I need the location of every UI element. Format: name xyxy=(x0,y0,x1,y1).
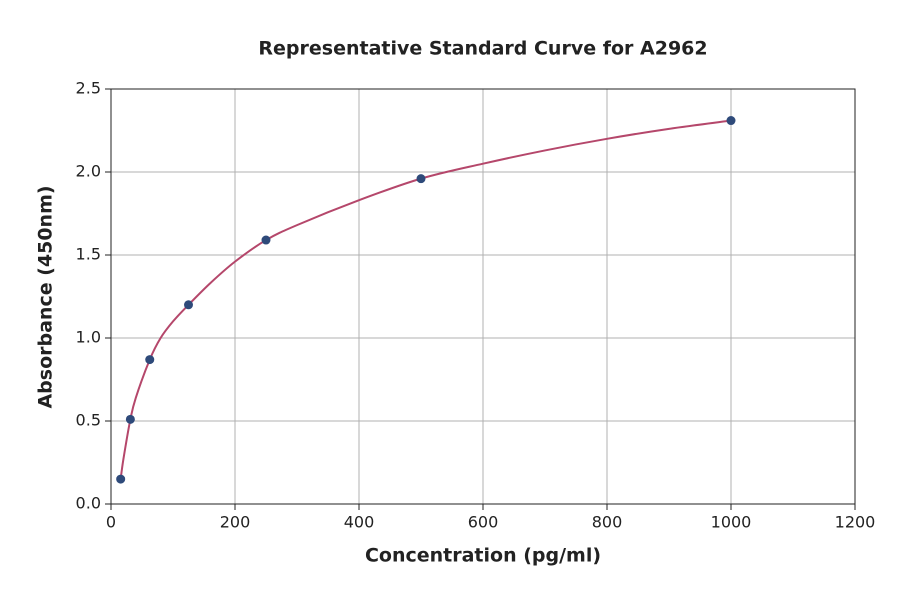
y-tick-label: 2.0 xyxy=(76,162,101,181)
x-axis-label: Concentration (pg/ml) xyxy=(365,545,601,567)
data-point xyxy=(145,355,155,365)
x-tick-label: 1200 xyxy=(835,513,876,532)
plot-frame xyxy=(110,88,856,505)
data-point xyxy=(116,474,126,484)
x-tick-label: 0 xyxy=(106,513,116,532)
y-axis-label: Absorbance (450nm) xyxy=(35,185,57,408)
data-point xyxy=(416,174,426,184)
data-point xyxy=(125,414,135,424)
x-tick-label: 400 xyxy=(344,513,375,532)
y-tick-label: 1.0 xyxy=(76,328,101,347)
fit-curve xyxy=(119,119,732,480)
y-tick-label: 1.5 xyxy=(76,245,101,264)
data-point xyxy=(261,235,271,245)
x-tick-label: 200 xyxy=(220,513,251,532)
x-tick-label: 800 xyxy=(592,513,623,532)
chart-title: Representative Standard Curve for A2962 xyxy=(258,38,707,60)
y-tick-label: 2.5 xyxy=(76,79,101,98)
y-tick-label: 0.5 xyxy=(76,411,101,430)
x-tick-label: 1000 xyxy=(711,513,752,532)
data-point xyxy=(726,116,736,126)
y-tick-label: 0.0 xyxy=(76,494,101,513)
x-tick-label: 600 xyxy=(468,513,499,532)
data-point xyxy=(184,300,193,310)
